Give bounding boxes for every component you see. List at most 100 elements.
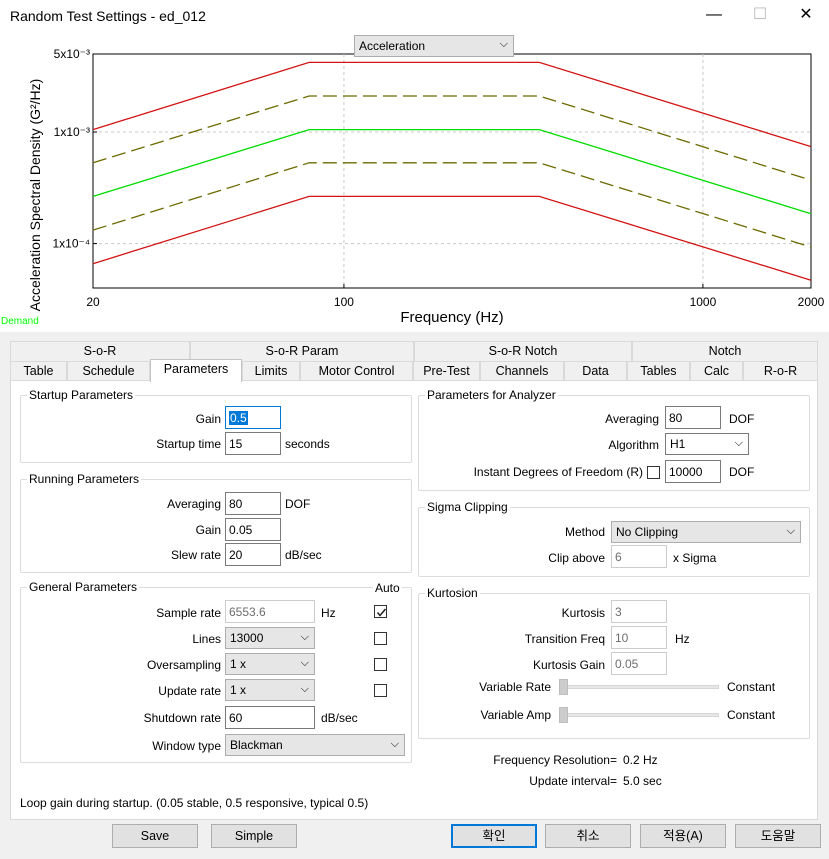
series-line-abort-low	[92, 195, 812, 281]
slew-rate-input[interactable]: 20	[225, 543, 281, 566]
close-button[interactable]: ✕	[799, 6, 813, 23]
startup-time-input[interactable]: 15	[225, 432, 281, 455]
tab-channels[interactable]: Channels	[480, 361, 564, 381]
y-tick-label: 1x10⁻³	[54, 125, 90, 139]
minimize-button[interactable]: —	[706, 6, 722, 23]
startup-gain-label: Gain	[195, 412, 221, 426]
y-axis-label: Acceleration Spectral Density (G²/Hz)	[27, 79, 43, 312]
y-tick-label: 5x10⁻³	[54, 47, 90, 61]
tab-motor-control[interactable]: Motor Control	[300, 361, 413, 381]
chevron-down-icon: ⌵	[499, 38, 508, 50]
tab-parameters[interactable]: Parameters	[150, 359, 242, 382]
frequency-resolution-label: Frequency Resolution=	[493, 753, 617, 767]
auto-column-label: Auto	[373, 581, 402, 595]
algorithm-dropdown[interactable]: H1 ⌵	[665, 433, 749, 455]
window-type-label: Window type	[152, 739, 221, 753]
save-button[interactable]: Save	[112, 824, 198, 848]
update-rate-auto-checkbox[interactable]	[374, 684, 387, 697]
help-button[interactable]: 도움말	[735, 824, 821, 848]
update-rate-value: 1 x	[230, 683, 247, 697]
variable-amp-slider-thumb[interactable]	[559, 707, 568, 723]
analyzer-averaging-unit: DOF	[729, 412, 755, 426]
tab-limits[interactable]: Limits	[242, 361, 300, 381]
variable-rate-slider-thumb[interactable]	[559, 679, 568, 695]
x-tick-label: 2000	[798, 295, 825, 309]
startup-parameters-group: Startup Parameters	[20, 388, 412, 463]
x-tick-label: 1000	[690, 295, 717, 309]
running-averaging-input[interactable]: 80	[225, 492, 281, 515]
tab-data[interactable]: Data	[564, 361, 627, 381]
x-tick-label: 100	[334, 295, 354, 309]
oversampling-auto-checkbox[interactable]	[374, 658, 387, 671]
running-gain-input[interactable]: 0.05	[225, 518, 281, 541]
simple-button[interactable]: Simple	[211, 824, 297, 848]
lines-dropdown[interactable]: 13000 ⌵	[225, 627, 315, 649]
sigma-clipping-group: Sigma Clipping	[418, 500, 810, 577]
clip-above-label: Clip above	[548, 551, 605, 565]
sample-rate-auto-checkbox[interactable]	[374, 605, 387, 618]
lines-auto-checkbox[interactable]	[374, 632, 387, 645]
kurtosis-gain-label: Kurtosis Gain	[532, 658, 605, 672]
kurtosis-input[interactable]: 3	[611, 600, 667, 623]
tab-calc[interactable]: Calc	[690, 361, 743, 381]
idof-input[interactable]: 10000	[665, 460, 721, 483]
analyzer-averaging-input[interactable]: 80	[665, 406, 721, 429]
analyzer-averaging-label: Averaging	[605, 412, 659, 426]
tab-s-o-r-notch[interactable]: S-o-R Notch	[414, 341, 632, 361]
shutdown-rate-input[interactable]: 60	[225, 706, 315, 729]
chevron-down-icon: ⌵	[734, 437, 743, 449]
tab-s-o-r-param[interactable]: S-o-R Param	[190, 341, 414, 361]
tab-pre-test[interactable]: Pre-Test	[413, 361, 480, 381]
series-line-abort-high	[92, 61, 812, 148]
clipping-method-dropdown[interactable]: No Clipping ⌵	[611, 521, 801, 543]
startup-gain-input[interactable]: 0.5	[225, 406, 281, 429]
tab-notch[interactable]: Notch	[632, 341, 818, 361]
oversampling-dropdown[interactable]: 1 x ⌵	[225, 653, 315, 675]
sample-rate-input[interactable]: 6553.6	[225, 600, 315, 623]
tab-s-o-r[interactable]: S-o-R	[10, 341, 190, 361]
algorithm-label: Algorithm	[608, 438, 659, 452]
series-line-demand	[92, 128, 812, 215]
tab-tables[interactable]: Tables	[627, 361, 690, 381]
cancel-button[interactable]: 취소	[545, 824, 631, 848]
apply-button[interactable]: 적용(A)	[640, 824, 726, 848]
update-interval-value: 5.0 sec	[623, 774, 662, 788]
running-gain-label: Gain	[195, 523, 221, 537]
group-title: General Parameters	[27, 580, 140, 594]
tab-r-o-r[interactable]: R-o-R	[743, 361, 818, 381]
psd-chart: 20 100 1000 2000 5x10⁻³ 1x10⁻³ 1x10⁻⁴ Frequency…	[1, 47, 825, 327]
window-title: Random Test Settings - ed_012	[10, 8, 206, 24]
clip-above-input[interactable]: 6	[611, 545, 667, 568]
transition-freq-input[interactable]: 10	[611, 626, 667, 649]
chart-type-dropdown[interactable]: Acceleration ⌵	[354, 35, 514, 57]
x-axis-label: Frequency (Hz)	[400, 309, 503, 326]
update-interval-label: Update interval=	[529, 774, 617, 788]
maximize-button[interactable]: ☐	[752, 6, 768, 23]
sample-rate-unit: Hz	[321, 606, 336, 620]
chart-type-value: Acceleration	[359, 39, 426, 53]
tab-schedule[interactable]: Schedule	[67, 361, 150, 381]
frequency-resolution-value: 0.2 Hz	[623, 753, 658, 767]
group-title: Kurtosion	[425, 586, 480, 600]
idof-checkbox[interactable]	[647, 466, 660, 479]
update-rate-dropdown[interactable]: 1 x ⌵	[225, 679, 315, 701]
variable-rate-slider[interactable]	[561, 685, 719, 689]
idof-unit: DOF	[729, 465, 755, 479]
oversampling-value: 1 x	[230, 657, 247, 671]
update-rate-label: Update rate	[158, 684, 221, 698]
hint-text: Loop gain during startup. (0.05 stable, …	[20, 796, 369, 810]
tab-row-2: Table Schedule Parameters Limits Motor C…	[10, 359, 818, 382]
kurtosis-gain-input[interactable]: 0.05	[611, 652, 667, 675]
ok-button[interactable]: 확인	[451, 824, 537, 848]
chevron-down-icon: ⌵	[300, 657, 309, 669]
transition-freq-label: Transition Freq	[524, 632, 605, 646]
startup-time-unit: seconds	[285, 437, 330, 451]
window-type-dropdown[interactable]: Blackman ⌵	[225, 734, 405, 756]
variable-amp-value: Constant	[727, 708, 776, 722]
chevron-down-icon: ⌵	[300, 631, 309, 643]
analyzer-parameters-group: Parameters for Analyzer	[418, 388, 810, 491]
clipping-method-label: Method	[564, 525, 605, 539]
variable-amp-slider[interactable]	[561, 713, 719, 717]
tab-table[interactable]: Table	[10, 361, 67, 381]
running-parameters-group: Running Parameters	[20, 472, 412, 573]
